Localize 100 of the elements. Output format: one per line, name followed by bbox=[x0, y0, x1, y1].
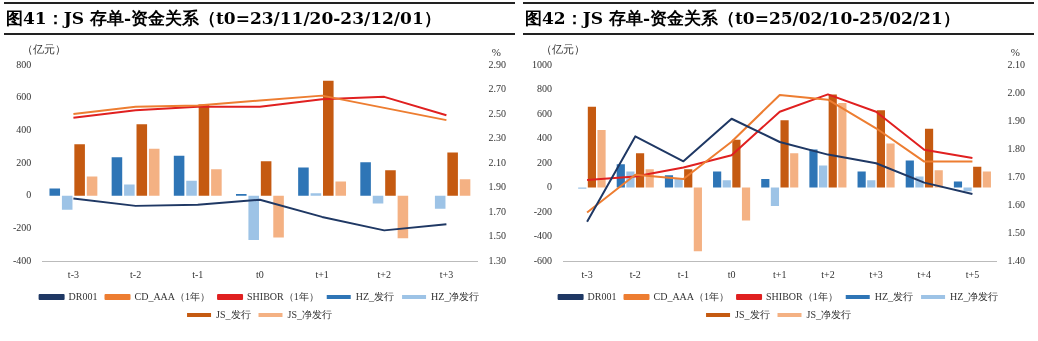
bar bbox=[298, 167, 309, 196]
y-tick-label: 1000 bbox=[532, 58, 552, 70]
x-tick-label: t+5 bbox=[965, 268, 980, 280]
bar bbox=[770, 187, 780, 206]
legend-label: JS_净发行 bbox=[806, 308, 851, 320]
bar bbox=[597, 129, 606, 188]
y2-tick-label: 1.30 bbox=[488, 254, 506, 266]
x-tick-label: t+2 bbox=[377, 268, 391, 280]
bar bbox=[74, 144, 85, 196]
legend-label: DR001 bbox=[68, 290, 98, 302]
y2-tick-label: 2.90 bbox=[488, 58, 506, 70]
y-tick-label: 200 bbox=[537, 156, 552, 168]
bar bbox=[124, 184, 135, 196]
bar bbox=[111, 157, 123, 196]
bar bbox=[876, 110, 885, 188]
y-tick-label: 800 bbox=[537, 83, 552, 95]
x-tick-label: t+1 bbox=[315, 268, 329, 280]
legend-label: SHIBOR（1年） bbox=[247, 290, 319, 302]
y2-tick-label: 2.10 bbox=[488, 156, 506, 168]
bar bbox=[722, 180, 731, 188]
y-tick-label: -200 bbox=[12, 221, 32, 233]
x-tick-label: t+3 bbox=[869, 268, 883, 280]
legend-label: HZ_净发行 bbox=[950, 290, 999, 302]
y-tick-label: 400 bbox=[537, 132, 552, 144]
y2-tick-label: 2.10 bbox=[1007, 58, 1025, 70]
bar bbox=[248, 195, 259, 240]
bar bbox=[780, 120, 789, 188]
y-axis-title: （亿元） bbox=[22, 42, 66, 57]
y2-tick-label: 1.90 bbox=[1007, 114, 1025, 126]
y-tick-label: -400 bbox=[533, 230, 552, 242]
y-tick-label: -200 bbox=[533, 205, 552, 217]
y2-tick-label: 2.30 bbox=[488, 132, 506, 144]
legend-label: CD_AAA（1年） bbox=[653, 290, 730, 302]
y-tick-label: 0 bbox=[26, 189, 32, 201]
x-tick-label: t+3 bbox=[439, 268, 454, 280]
bar bbox=[372, 195, 384, 204]
bar bbox=[447, 152, 458, 196]
bar bbox=[867, 180, 876, 188]
bar bbox=[732, 139, 741, 188]
y2-tick-label: 1.50 bbox=[1007, 226, 1025, 238]
legend-label: HZ_发行 bbox=[355, 290, 395, 302]
y-tick-label: 0 bbox=[547, 181, 552, 193]
bar bbox=[982, 171, 991, 188]
y2-tick-label: 1.80 bbox=[1007, 142, 1025, 154]
y2-tick-label: 1.40 bbox=[1007, 254, 1025, 266]
bar bbox=[819, 165, 828, 188]
bar bbox=[434, 195, 446, 209]
bar bbox=[136, 124, 148, 196]
y2-tick-label: 2.70 bbox=[488, 83, 506, 95]
y2-tick-label: 1.90 bbox=[488, 181, 506, 193]
x-tick-label: t-3 bbox=[67, 268, 79, 280]
y-tick-label: 200 bbox=[16, 156, 32, 168]
chart-title: 图42：JS 存单-资金关系（t0=25/02/10-25/02/21） bbox=[523, 2, 1034, 35]
bar bbox=[310, 193, 322, 196]
bar bbox=[186, 180, 197, 196]
bar bbox=[761, 178, 770, 188]
bar bbox=[635, 153, 645, 188]
legend-label: CD_AAA（1年） bbox=[134, 290, 211, 302]
bar bbox=[809, 149, 818, 188]
chart-title: 图41：JS 存单-资金关系（t0=23/11/20-23/12/01） bbox=[4, 2, 515, 35]
bar bbox=[173, 155, 185, 196]
y-tick-label: 800 bbox=[16, 58, 32, 70]
bar bbox=[323, 80, 334, 196]
x-tick-label: t+4 bbox=[917, 268, 931, 280]
x-tick-label: t-2 bbox=[629, 268, 641, 280]
x-tick-label: t-2 bbox=[130, 268, 142, 280]
legend-label: JS_发行 bbox=[735, 308, 770, 320]
y-axis-title: （亿元） bbox=[541, 42, 585, 57]
x-tick-label: t+2 bbox=[821, 268, 835, 280]
bar bbox=[49, 188, 61, 196]
bar bbox=[741, 187, 751, 221]
bar bbox=[790, 153, 799, 188]
bar bbox=[828, 94, 837, 188]
y2-axis-title: % bbox=[1010, 46, 1020, 58]
y-tick-label: 600 bbox=[16, 91, 32, 103]
bar bbox=[713, 171, 722, 188]
y2-tick-label: 2.00 bbox=[1007, 86, 1025, 98]
bar bbox=[973, 166, 982, 188]
y-tick-label: 400 bbox=[16, 123, 32, 135]
bar bbox=[953, 181, 963, 188]
y2-tick-label: 1.50 bbox=[488, 230, 506, 242]
bar bbox=[360, 162, 371, 196]
x-tick-label: t0 bbox=[727, 268, 736, 280]
bar bbox=[61, 195, 73, 210]
y-tick-label: 600 bbox=[537, 107, 552, 119]
bar bbox=[335, 181, 347, 196]
x-tick-label: t0 bbox=[256, 268, 264, 280]
x-tick-label: t-3 bbox=[581, 268, 593, 280]
legend-label: JS_发行 bbox=[216, 308, 251, 320]
bar bbox=[905, 160, 914, 188]
x-tick-label: t-1 bbox=[677, 268, 689, 280]
bar bbox=[86, 176, 98, 196]
y2-tick-label: 1.60 bbox=[1007, 198, 1025, 210]
legend-label: HZ_净发行 bbox=[431, 290, 480, 302]
bar bbox=[674, 178, 683, 188]
y-tick-label: -600 bbox=[533, 254, 552, 266]
bar bbox=[459, 179, 471, 196]
legend-label: JS_净发行 bbox=[287, 308, 332, 320]
y-tick-label: -400 bbox=[12, 254, 32, 266]
y2-axis-title: % bbox=[491, 46, 501, 58]
